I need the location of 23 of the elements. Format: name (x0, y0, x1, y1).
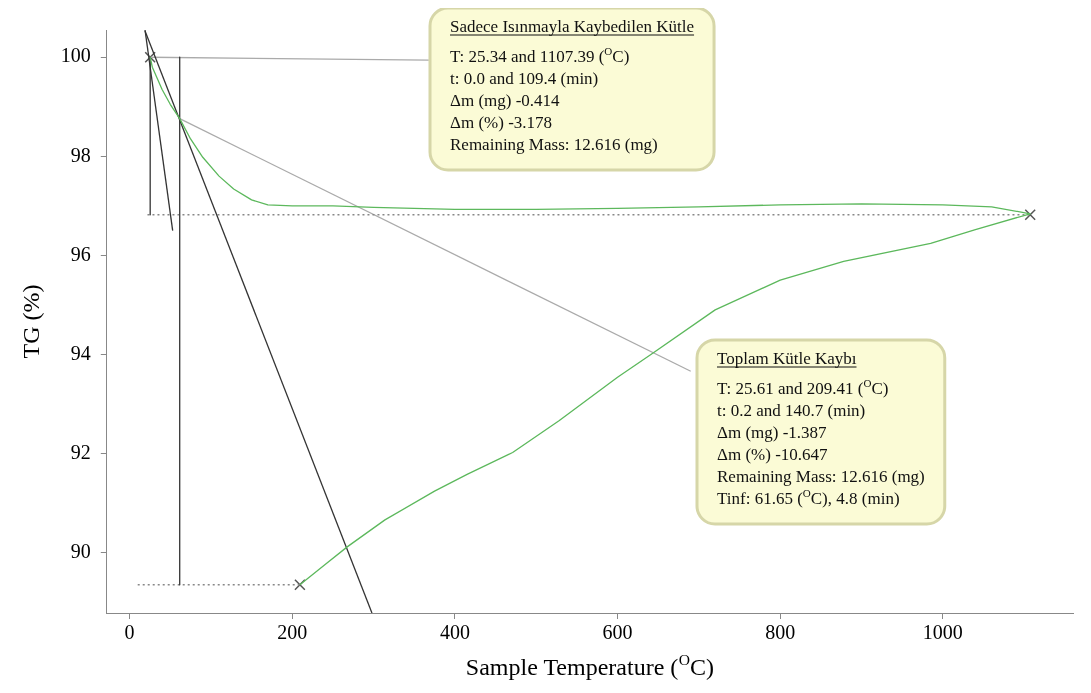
x-tick-label: 1000 (922, 621, 963, 644)
x-tick-label: 600 (602, 621, 633, 644)
annotation: t: 0.2 and 140.7 (min) (717, 401, 866, 420)
annotation: Remaining Mass: 12.616 (mg) (717, 467, 925, 486)
x-tick-label: 0 (124, 621, 135, 644)
x-tick-label: 400 (439, 621, 470, 644)
annotation: Remaining Mass: 12.616 (mg) (450, 135, 658, 154)
annotation: t: 0.0 and 109.4 (min) (450, 69, 599, 88)
y-tick-label: 98 (70, 143, 91, 166)
x-tick-label: 200 (277, 621, 308, 644)
x-tick-label: 800 (765, 621, 796, 644)
annotation: Δm (%) -10.647 (717, 445, 829, 464)
annotation: Toplam Kütle Kaybı (717, 349, 857, 368)
y-tick-label: 100 (60, 44, 91, 67)
y-tick-label: 94 (70, 341, 91, 364)
annotation: Δm (mg) -0.414 (450, 91, 561, 110)
y-axis-title: TG (%) (17, 284, 44, 359)
y-tick-label: 90 (70, 539, 91, 562)
annotation: Δm (mg) -1.387 (717, 423, 828, 442)
y-tick-label: 92 (70, 440, 91, 463)
annotation: Sadece Isınmayla Kaybedilen Kütle (450, 17, 695, 36)
annotation: Δm (%) -3.178 (450, 113, 553, 132)
y-tick-label: 96 (70, 242, 91, 265)
